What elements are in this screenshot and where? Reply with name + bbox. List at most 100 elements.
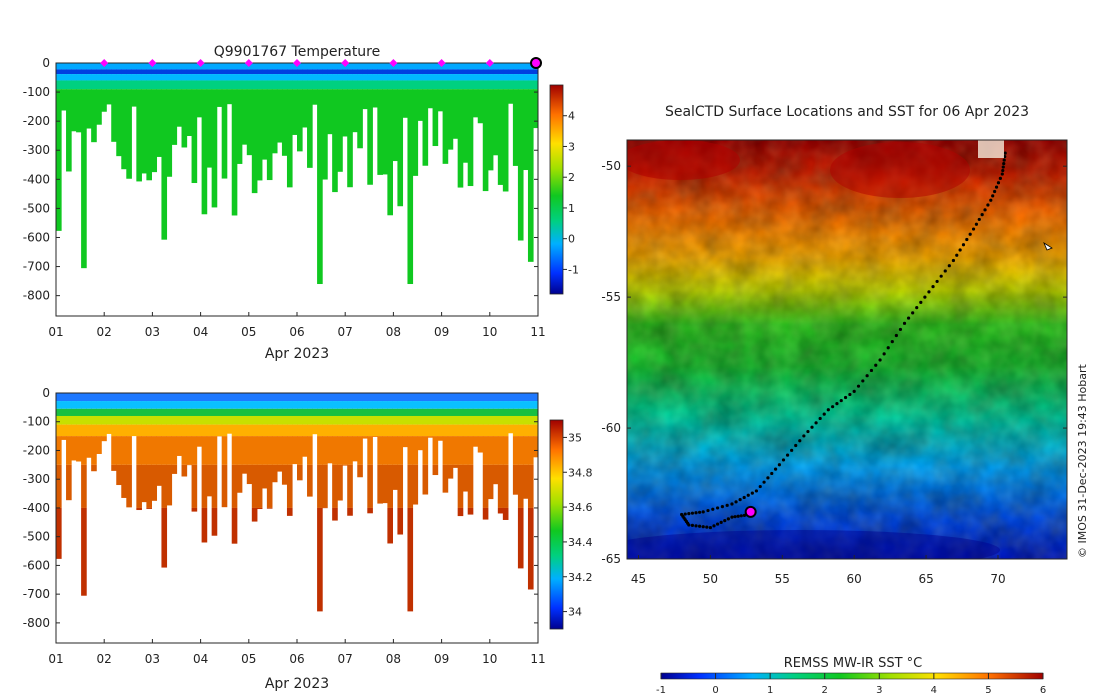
track-point bbox=[839, 398, 843, 403]
section-cell bbox=[141, 436, 147, 465]
section-cell bbox=[151, 63, 158, 70]
section-cell bbox=[407, 415, 414, 425]
section-cell bbox=[136, 507, 142, 511]
section-cell bbox=[281, 80, 288, 90]
section-cell bbox=[427, 80, 434, 90]
section-cell bbox=[126, 401, 132, 409]
track-point bbox=[766, 476, 770, 480]
section-cell bbox=[507, 415, 514, 425]
section-cell bbox=[151, 69, 158, 75]
section-cell bbox=[271, 424, 278, 437]
section-cell bbox=[251, 74, 258, 81]
section-cell bbox=[81, 74, 87, 81]
section-cell bbox=[367, 80, 373, 90]
section-cell bbox=[136, 89, 142, 182]
section-cell bbox=[312, 415, 318, 425]
section-cell bbox=[462, 80, 469, 90]
section-cell bbox=[322, 401, 328, 409]
track-point bbox=[687, 523, 691, 527]
colorbar-tick-label: 1 bbox=[568, 202, 575, 215]
section-cell bbox=[372, 408, 378, 416]
temperature-y-axis: 0 -100 -200 -300 -400 -500 -600 -700 -800 bbox=[23, 56, 538, 303]
section-cell bbox=[116, 436, 122, 465]
section-cell bbox=[241, 408, 248, 416]
x-tick-label: 05 bbox=[241, 652, 256, 666]
section-cell bbox=[512, 393, 519, 402]
section-cell bbox=[487, 74, 494, 81]
section-cell bbox=[176, 408, 183, 416]
section-cell bbox=[357, 69, 363, 75]
section-cell bbox=[392, 74, 399, 81]
track-point bbox=[919, 300, 923, 304]
section-cell bbox=[532, 415, 538, 425]
x-tick-label: 08 bbox=[386, 652, 401, 666]
section-cell bbox=[392, 80, 399, 90]
section-cell bbox=[487, 424, 494, 437]
section-cell bbox=[286, 415, 293, 425]
section-cell bbox=[271, 74, 278, 81]
section-cell bbox=[427, 89, 434, 109]
section-cell bbox=[71, 408, 77, 416]
section-cell bbox=[472, 69, 479, 75]
section-cell bbox=[201, 393, 208, 402]
track-point bbox=[802, 434, 806, 438]
section-cell bbox=[206, 401, 213, 409]
section-cell bbox=[402, 74, 409, 81]
section-cell bbox=[196, 415, 203, 425]
section-cell bbox=[377, 464, 383, 504]
section-cell bbox=[387, 63, 393, 70]
section-cell bbox=[286, 69, 293, 75]
section-cell bbox=[206, 63, 213, 70]
section-cell bbox=[327, 393, 333, 402]
section-cell bbox=[457, 408, 464, 416]
section-cell bbox=[221, 393, 228, 402]
section-cell bbox=[256, 408, 263, 416]
section-cell bbox=[196, 436, 203, 447]
section-cell bbox=[422, 74, 429, 81]
section-cell bbox=[256, 80, 263, 90]
section-cell bbox=[211, 464, 218, 508]
section-cell bbox=[261, 424, 268, 437]
section-cell bbox=[191, 69, 198, 75]
section-cell bbox=[497, 415, 504, 425]
section-cell bbox=[286, 393, 293, 402]
section-cell bbox=[81, 408, 87, 416]
section-cell bbox=[186, 415, 193, 425]
section-cell bbox=[417, 89, 424, 121]
section-cell bbox=[332, 80, 338, 90]
section-cell bbox=[312, 408, 318, 416]
y-tick-label: -200 bbox=[23, 443, 50, 457]
section-cell bbox=[417, 63, 424, 70]
section-cell bbox=[317, 408, 323, 416]
section-cell bbox=[402, 424, 409, 437]
section-cell bbox=[276, 69, 283, 75]
track-point bbox=[798, 439, 802, 443]
section-cell bbox=[186, 424, 193, 437]
section-cell bbox=[66, 424, 72, 437]
section-cell bbox=[302, 408, 308, 416]
section-cell bbox=[131, 408, 137, 416]
section-cell bbox=[487, 464, 494, 500]
track-point bbox=[738, 498, 742, 502]
section-cell bbox=[171, 393, 178, 402]
section-cell bbox=[206, 408, 213, 416]
section-cell bbox=[276, 408, 283, 416]
section-cell bbox=[387, 74, 393, 81]
section-cell bbox=[457, 63, 464, 70]
section-cell bbox=[527, 80, 534, 90]
section-cell bbox=[372, 393, 378, 402]
section-cell bbox=[307, 74, 313, 81]
section-cell bbox=[307, 464, 313, 497]
track-point bbox=[983, 208, 987, 212]
section-cell bbox=[477, 80, 484, 90]
section-cell bbox=[181, 80, 188, 90]
section-cell bbox=[191, 401, 198, 409]
section-cell bbox=[317, 424, 323, 437]
section-cell bbox=[332, 89, 338, 193]
section-cell bbox=[372, 89, 378, 108]
map-y-axis: -50 -55 -60 -65 bbox=[601, 159, 1067, 566]
section-cell bbox=[382, 74, 388, 81]
section-cell bbox=[512, 436, 519, 465]
section-cell bbox=[226, 401, 233, 409]
section-cell bbox=[156, 393, 163, 402]
